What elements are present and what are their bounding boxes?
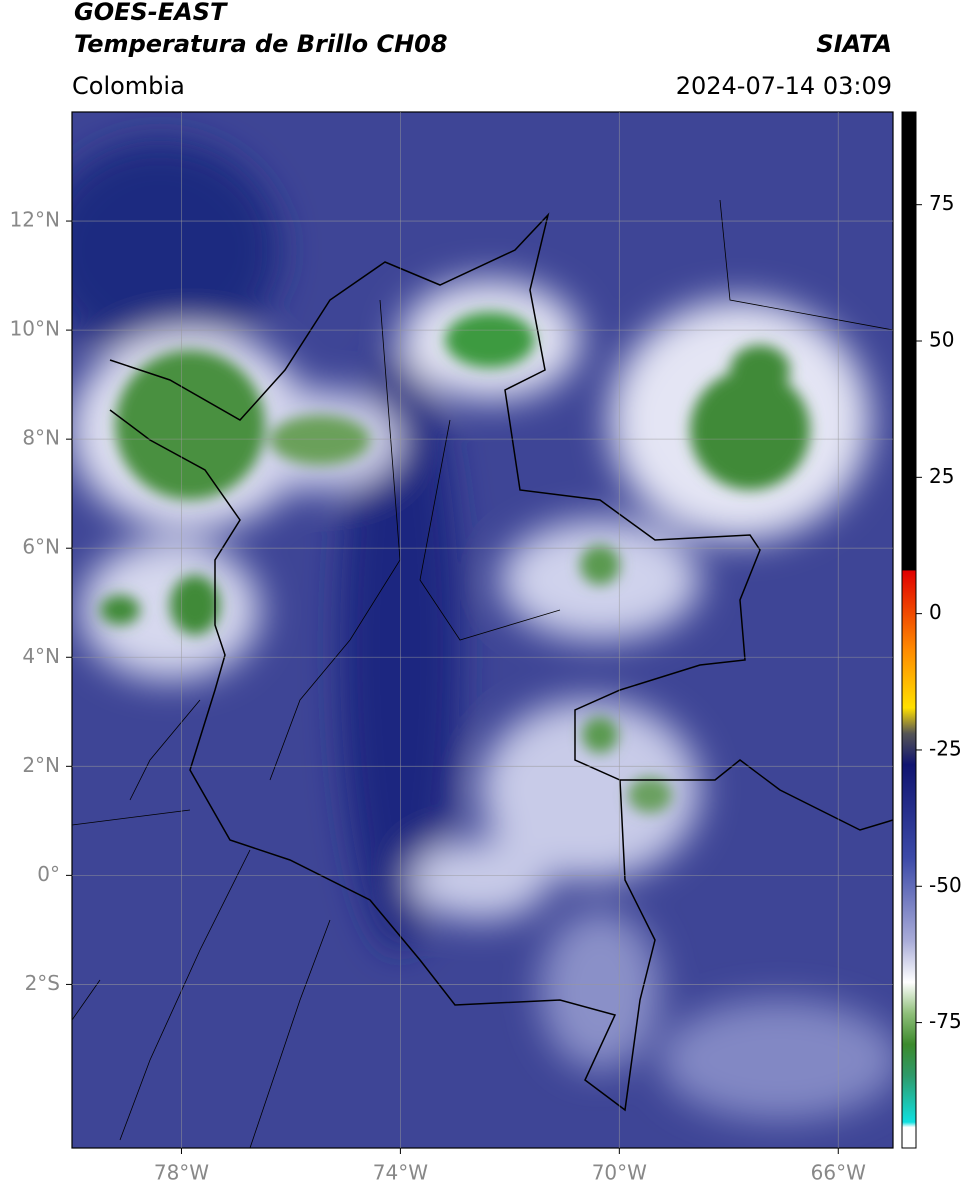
y-tick-label: 4°N [22, 644, 60, 668]
y-tick-label: 6°N [22, 535, 60, 559]
timestamp: 2024-07-14 03:09 [676, 72, 892, 100]
colorbar-tick-label: -25 [929, 736, 962, 760]
colorbar [901, 111, 917, 1149]
satellite-image [72, 112, 893, 1148]
subtitle: Temperatura de Brillo CH08 [74, 30, 448, 58]
colorbar-tick-label: -75 [929, 1009, 962, 1033]
colorbar-tick-label: 50 [929, 328, 954, 352]
source: SIATA [816, 30, 892, 58]
x-tick-label: 70°W [592, 1161, 647, 1185]
colorbar-tick-label: 75 [929, 191, 954, 215]
title: GOES-EAST [74, 0, 228, 26]
admin-border [72, 199, 893, 1148]
colorbar-tick-label: 25 [929, 464, 954, 488]
region: Colombia [72, 72, 185, 100]
y-tick-label: 12°N [10, 208, 60, 232]
colorbar-tick-label: -50 [929, 873, 962, 897]
country-border [109, 212, 893, 1112]
y-tick-label: 2°S [25, 971, 60, 995]
y-tick-label: 8°N [22, 426, 60, 450]
x-tick-label: 74°W [373, 1161, 428, 1185]
y-tick-label: 0° [37, 862, 60, 886]
map-frame [71, 111, 894, 1149]
colorbar-tick-label: 0 [929, 600, 942, 624]
y-tick-label: 2°N [22, 753, 60, 777]
y-tick-label: 10°N [10, 317, 60, 341]
x-tick-label: 66°W [811, 1161, 866, 1185]
x-tick-label: 78°W [154, 1161, 209, 1185]
